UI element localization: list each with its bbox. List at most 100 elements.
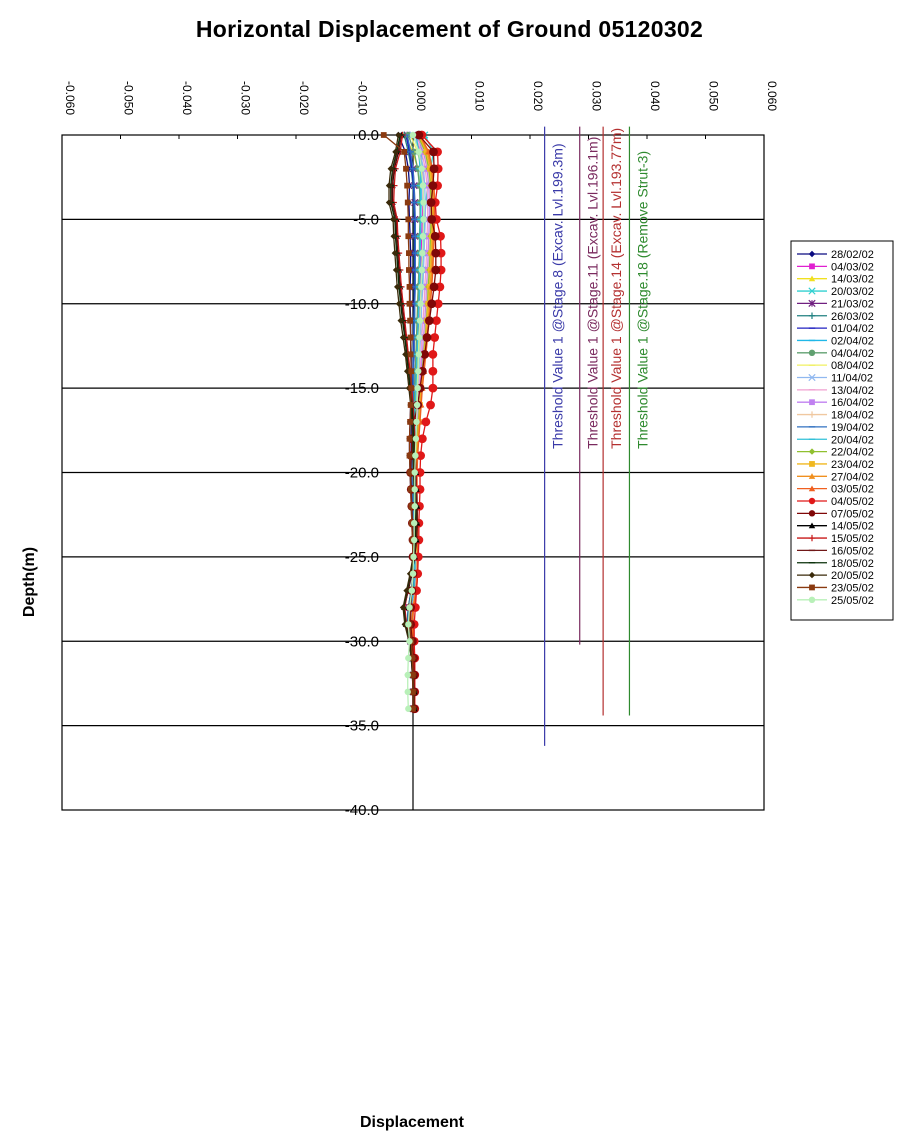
data-point <box>414 384 421 392</box>
data-point <box>399 334 407 341</box>
legend-item: 23/05/02 <box>797 582 874 594</box>
legend-item: 25/05/02 <box>797 595 874 607</box>
data-point <box>406 452 413 459</box>
data-point <box>808 411 816 418</box>
data-point <box>431 265 441 275</box>
legend-label: 14/03/02 <box>831 274 874 286</box>
data-point <box>416 334 423 341</box>
data-point <box>808 596 816 603</box>
data-point <box>808 373 816 382</box>
data-point <box>410 688 416 695</box>
legend-item: 21/03/02 <box>797 298 874 310</box>
data-point <box>392 266 400 274</box>
legend-label: 04/04/02 <box>831 348 874 360</box>
data-point <box>407 351 414 358</box>
legend-item: 28/02/02 <box>797 249 874 261</box>
data-point <box>418 266 425 274</box>
data-point <box>406 604 413 611</box>
data-point <box>418 165 425 172</box>
data-point <box>407 334 414 341</box>
data-point <box>808 485 816 492</box>
data-point <box>404 688 411 696</box>
data-point <box>433 299 443 309</box>
x-tick-label: 0.050 <box>707 81 721 111</box>
data-point <box>405 654 412 662</box>
data-point <box>808 287 816 295</box>
data-point <box>392 148 399 156</box>
data-point <box>408 587 416 594</box>
data-point <box>419 233 427 240</box>
data-point <box>405 705 412 712</box>
data-point <box>808 473 816 479</box>
legend-label: 14/05/02 <box>831 521 874 533</box>
data-point <box>401 148 408 155</box>
legend-label: 02/04/02 <box>831 335 874 347</box>
legend-item: 14/05/02 <box>797 521 874 533</box>
legend-item: 27/04/02 <box>797 471 874 483</box>
data-point <box>427 214 437 224</box>
legend-label: 20/05/02 <box>831 570 874 582</box>
data-point <box>410 553 417 561</box>
y-tick-label: -40.0 <box>345 802 379 819</box>
data-point <box>430 231 440 241</box>
legend-label: 25/05/02 <box>831 595 874 607</box>
data-point <box>406 267 412 273</box>
y-tick-label: -25.0 <box>345 549 379 566</box>
data-point <box>428 366 438 376</box>
data-point <box>385 182 393 189</box>
data-point <box>422 333 432 342</box>
data-point <box>417 283 425 291</box>
legend-label: 23/04/02 <box>831 459 874 471</box>
data-point <box>415 368 422 375</box>
threshold-label: Threshold Value 1 @Stage.8 (Excav. Lvl.1… <box>550 143 566 449</box>
data-point <box>410 672 416 678</box>
legend-item: 15/05/02 <box>797 533 874 545</box>
data-point <box>413 418 420 426</box>
data-point <box>399 604 407 611</box>
data-point <box>421 417 431 427</box>
legend-label: 16/04/02 <box>831 397 874 409</box>
data-point <box>407 317 413 324</box>
data-point <box>395 131 402 139</box>
data-point <box>417 300 424 307</box>
data-point <box>809 263 815 270</box>
data-point <box>410 519 418 527</box>
data-point <box>385 199 393 206</box>
data-point <box>809 461 815 467</box>
y-tick-label: -15.0 <box>345 380 379 397</box>
data-point <box>412 435 420 442</box>
x-tick-label: -0.030 <box>239 81 253 115</box>
y-tick-label: -35.0 <box>345 718 379 735</box>
data-point <box>380 132 387 138</box>
data-point <box>808 522 816 529</box>
data-point <box>406 435 413 442</box>
data-point <box>405 621 412 628</box>
data-point <box>808 448 816 455</box>
legend-label: 28/02/02 <box>831 249 874 261</box>
data-point <box>410 705 416 712</box>
data-point <box>407 469 413 476</box>
threshold-label: Threshold Value 1 @Stage.18 (Remove Stru… <box>634 151 650 449</box>
data-point <box>808 349 816 356</box>
data-point <box>407 486 414 493</box>
legend-label: 19/04/02 <box>831 422 874 434</box>
data-point <box>387 165 394 172</box>
data-point <box>404 671 411 679</box>
legend-label: 23/05/02 <box>831 582 874 594</box>
y-axis-ticks: 0.0 -5.0 -10.0 -15.0 -20.0 -25.0 -30.0 -35.0 -40… <box>345 127 379 819</box>
legend-label: 16/05/02 <box>831 545 874 557</box>
legend-item: 20/05/02 <box>797 570 874 582</box>
chart-title: Horizontal Displacement of Ground 051203… <box>195 16 704 42</box>
data-point <box>402 351 409 358</box>
x-axis-ticks: -0.060 -0.050 -0.040 -0.030 -0.020 -0.010 0.00… <box>61 81 779 139</box>
data-point <box>408 503 415 510</box>
data-point <box>429 164 439 174</box>
threshold-lines: Threshold Value 1 @Stage.8 (Excav. Lvl.1… <box>544 126 650 746</box>
data-point <box>808 250 816 258</box>
legend-item: 14/03/02 <box>797 274 874 286</box>
data-point <box>405 233 412 240</box>
legend-item: 04/03/02 <box>797 261 874 273</box>
data-point <box>426 400 435 410</box>
data-point <box>808 571 816 579</box>
data-point <box>410 148 418 156</box>
